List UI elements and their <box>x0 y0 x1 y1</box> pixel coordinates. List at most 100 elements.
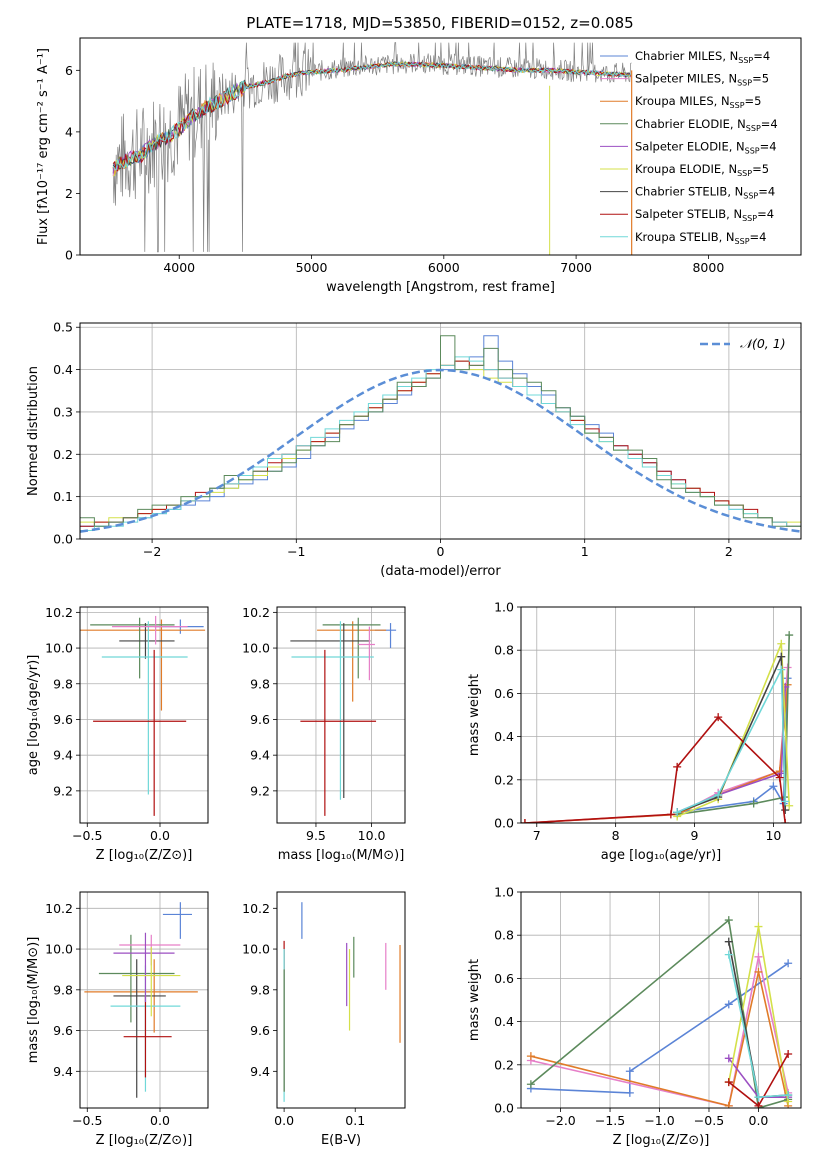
plot-area <box>521 631 794 823</box>
legend-subscript: SSP <box>738 56 753 65</box>
x-axis-label: wavelength [Angstrom, rest frame] <box>326 280 555 295</box>
y-tick-label: 10.0 <box>242 641 270 656</box>
legend-suffix: =4 <box>760 139 777 153</box>
y-tick-label: 0.4 <box>494 1014 514 1029</box>
plot-area <box>283 902 401 1102</box>
x-tick-label: 10.0 <box>358 828 386 843</box>
y-tick-label: 10.2 <box>242 605 270 620</box>
y-tick-label: 0.4 <box>494 729 514 744</box>
x-axis-label: mass [log₁₀(M/M⊙)] <box>278 848 405 863</box>
panel-spectrum: 4000 5000 6000 7000 8000 0 2 4 6 wavelength [Angs… <box>36 37 802 295</box>
x-tick-label: −0.5 <box>72 1113 102 1128</box>
weight-point <box>724 937 733 946</box>
weight-point <box>754 1093 763 1102</box>
y-tick-label: 9.2 <box>250 783 270 798</box>
weight-point <box>754 922 763 931</box>
legend-subscript: SSP <box>737 79 752 88</box>
weight-line-salpeter-stelib <box>524 716 786 823</box>
plot-area <box>290 617 397 816</box>
y-tick-label: 0.2 <box>494 772 514 787</box>
weight-point <box>754 967 763 976</box>
weight-line-kroupa-miles <box>530 971 789 1107</box>
x-tick-label: 0.1 <box>345 1113 365 1128</box>
legend-entry: Kroupa ELODIE, NSSP=5 <box>635 162 769 178</box>
legend-entry: Kroupa STELIB, NSSP=4 <box>635 230 766 246</box>
plot-area <box>84 902 198 1098</box>
x-tick-label: 10 <box>765 828 781 843</box>
legend-suffix: =5 <box>752 72 769 86</box>
x-tick-label: −0.5 <box>72 828 102 843</box>
y-tick-label: 9.4 <box>250 748 270 763</box>
x-tick-label: 7 <box>533 828 541 843</box>
axes-frame <box>79 37 802 256</box>
x-tick-label: 9.5 <box>306 828 326 843</box>
axes-frame <box>79 891 209 1109</box>
weight-point <box>724 1101 733 1108</box>
y-tick-label: 9.4 <box>250 1064 270 1079</box>
plot-area <box>112 42 633 255</box>
y-tick-label: 9.6 <box>250 1023 270 1038</box>
legend-entry: Chabrier ELODIE, NSSP=4 <box>635 117 778 133</box>
y-tick-label: 9.4 <box>53 748 73 763</box>
weight-point <box>784 1050 793 1058</box>
weight-point <box>724 1000 733 1009</box>
y-tick-label: 9.2 <box>53 783 73 798</box>
y-tick-label: 9.6 <box>53 712 73 727</box>
model-spectrum-line <box>112 61 631 172</box>
y-tick-label: 2 <box>65 186 73 201</box>
y-tick-label: 10.2 <box>45 605 73 620</box>
x-axis-label: Z [log₁₀(Z/Z⊙)] <box>613 1133 710 1148</box>
weight-line-salpeter-elodie <box>676 686 786 813</box>
axes-frame <box>276 891 406 1109</box>
legend-gaussian-label: 𝒩(0, 1) <box>740 336 786 351</box>
weight-point <box>673 808 682 817</box>
legend-subscript: SSP <box>737 169 752 178</box>
legend-subscript: SSP <box>743 192 758 201</box>
weight-point <box>521 819 529 823</box>
y-tick-label: 10.2 <box>45 901 73 916</box>
weight-point <box>666 810 675 819</box>
panel-age_vs_Z: −0.5 0.0 9.2 9.4 9.6 9.8 10.0 10.2 Z [log₁₀(Z/Z⊙… <box>26 605 209 863</box>
y-tick-label: 1.0 <box>494 600 514 615</box>
y-tick-label: 9.6 <box>250 712 270 727</box>
y-tick-label: 6 <box>65 63 73 78</box>
legend-entry: Chabrier STELIB, NSSP=4 <box>635 185 775 201</box>
weight-point <box>775 773 784 782</box>
x-tick-label: 6000 <box>428 260 460 275</box>
plot-area <box>80 615 206 816</box>
y-tick-label: 0.4 <box>53 362 73 377</box>
weight-point <box>781 819 790 823</box>
axes-frame <box>79 322 802 540</box>
y-tick-label: 10.2 <box>242 901 270 916</box>
legend-subscript: SSP <box>735 237 750 246</box>
weight-point <box>754 1101 763 1108</box>
x-tick-label: 4000 <box>163 260 195 275</box>
weight-point <box>777 639 786 648</box>
gaussian-curve <box>80 368 801 533</box>
weight-point <box>714 790 723 799</box>
y-tick-label: 10.0 <box>242 942 270 957</box>
weight-point <box>777 652 786 661</box>
x-tick-label: 8000 <box>692 260 724 275</box>
y-tick-label: 9.8 <box>250 676 270 691</box>
x-axis-label: Z [log₁₀(Z/Z⊙)] <box>96 848 193 863</box>
weight-point <box>781 806 790 815</box>
x-tick-label: 0 <box>437 544 445 559</box>
legend-suffix: =4 <box>750 230 767 244</box>
axes-frame <box>520 606 802 824</box>
y-axis-label: age [log₁₀(age/yr)] <box>26 655 41 776</box>
legend-entry: Salpeter ELODIE, NSSP=4 <box>635 139 777 155</box>
y-tick-label: 1.0 <box>494 885 514 900</box>
weight-point <box>714 713 723 722</box>
x-tick-label: 7000 <box>560 260 592 275</box>
legend-entry: Salpeter MILES, NSSP=5 <box>635 72 769 88</box>
weight-line-chabrier-elodie <box>530 918 789 1108</box>
weight-line-kroupa-stelib <box>676 669 786 813</box>
weight-point <box>784 1091 793 1100</box>
y-tick-label: 0.8 <box>494 643 514 658</box>
y-tick-label: 9.8 <box>250 982 270 997</box>
panel-mass_vs_Z: −0.5 0.0 9.4 9.6 9.8 10.0 10.2 Z [log₁₀(Z/Z⊙)] m… <box>26 891 209 1148</box>
weight-point <box>724 916 733 925</box>
x-tick-label: 8 <box>612 828 620 843</box>
weight-point <box>724 1054 733 1063</box>
